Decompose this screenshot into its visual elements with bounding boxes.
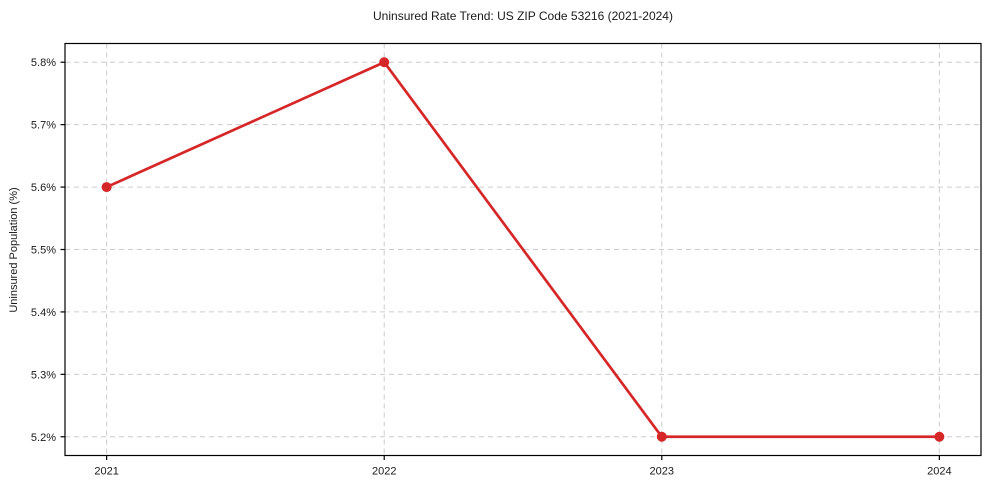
y-tick-label: 5.3% — [31, 369, 56, 381]
data-point-marker — [379, 57, 390, 68]
y-tick-label: 5.6% — [31, 182, 56, 194]
data-line — [105, 60, 941, 439]
y-tick-label: 5.5% — [31, 245, 56, 257]
x-tick-label: 2022 — [372, 466, 396, 478]
data-point-marker — [934, 431, 945, 442]
x-tick-label: 2024 — [927, 466, 951, 478]
data-point-marker — [656, 431, 667, 442]
y-tick-label: 5.7% — [31, 120, 56, 132]
y-tick-label: 5.8% — [31, 57, 56, 69]
x-tick-label: 2023 — [650, 466, 674, 478]
x-tick-label: 2021 — [94, 466, 118, 478]
chart-title: Uninsured Rate Trend: US ZIP Code 53216 … — [373, 9, 673, 23]
y-tick-label: 5.4% — [31, 307, 56, 319]
data-point-marker — [101, 182, 112, 193]
y-tick-label: 5.2% — [31, 432, 56, 444]
